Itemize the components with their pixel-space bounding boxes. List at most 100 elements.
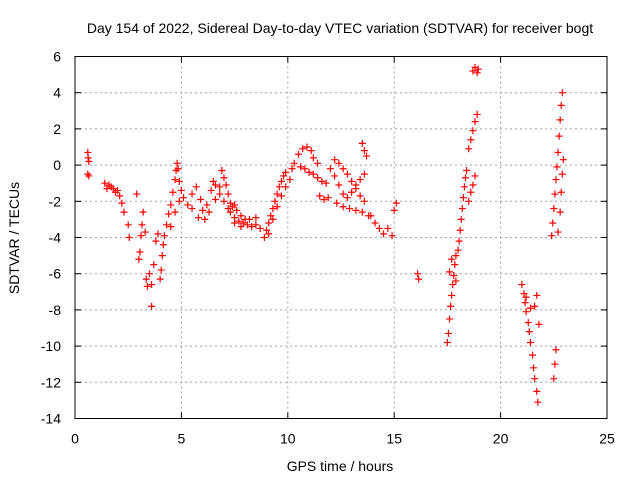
data-point: [339, 190, 347, 198]
data-point: [120, 208, 128, 216]
data-point: [554, 148, 562, 156]
data-point: [360, 197, 368, 205]
data-point: [226, 199, 234, 207]
data-point: [390, 206, 398, 214]
data-point: [557, 188, 565, 196]
data-point: [224, 190, 232, 198]
data-point: [114, 186, 122, 194]
data-point: [207, 186, 215, 194]
data-point: [188, 190, 196, 198]
y-tick-label: 0: [53, 157, 61, 173]
data-point: [559, 156, 567, 164]
data-point: [388, 232, 396, 240]
data-point: [231, 201, 239, 209]
data-point: [326, 165, 334, 173]
data-point: [188, 205, 196, 213]
data-point: [275, 183, 283, 191]
data-point: [218, 167, 226, 175]
data-point: [526, 338, 534, 346]
data-point: [446, 268, 454, 276]
data-point: [233, 206, 241, 214]
data-point: [175, 197, 183, 205]
y-tick-label: 4: [53, 85, 61, 101]
data-point: [346, 205, 354, 213]
data-point: [133, 190, 141, 198]
data-point: [260, 234, 268, 241]
data-point: [551, 360, 559, 368]
data-point: [201, 215, 209, 223]
data-point: [160, 232, 168, 240]
data-point: [324, 194, 332, 202]
data-point: [522, 308, 530, 316]
y-tick-label: -10: [41, 338, 61, 354]
data-point: [194, 214, 202, 222]
data-point: [444, 329, 452, 337]
y-tick-label: -2: [49, 193, 62, 209]
data-point: [209, 177, 217, 185]
data-point: [142, 275, 150, 283]
data-point: [533, 387, 541, 395]
data-point: [237, 223, 245, 231]
data-point: [85, 157, 93, 165]
data-point: [148, 281, 156, 289]
y-tick-label: -4: [49, 230, 62, 246]
data-point: [277, 192, 285, 200]
data-point: [211, 181, 219, 189]
data-point: [256, 224, 264, 232]
data-point: [531, 302, 539, 310]
y-tick-label: -14: [41, 411, 61, 427]
data-point: [307, 147, 315, 155]
data-point: [447, 302, 455, 310]
data-point: [314, 159, 322, 167]
data-point: [309, 154, 317, 162]
data-point: [335, 181, 343, 189]
data-point: [469, 67, 477, 75]
y-tick-label: 6: [53, 49, 61, 65]
data-point: [169, 188, 177, 196]
data-point: [269, 205, 277, 213]
data-point: [318, 177, 326, 185]
data-point: [451, 261, 459, 269]
data-point: [554, 228, 562, 236]
data-point: [174, 165, 182, 173]
data-point: [446, 315, 454, 323]
data-point: [167, 223, 175, 231]
data-point: [152, 237, 160, 245]
data-point: [557, 101, 565, 109]
data-point: [216, 183, 224, 191]
data-point: [116, 192, 124, 200]
data-point: [235, 217, 243, 225]
data-point: [157, 266, 165, 274]
data-point: [367, 212, 375, 220]
data-point: [277, 177, 285, 185]
data-point: [203, 201, 211, 209]
data-point: [237, 212, 245, 220]
data-point: [360, 147, 368, 155]
data-point: [141, 228, 149, 236]
data-point: [556, 208, 564, 216]
data-point: [171, 176, 179, 184]
data-point: [103, 185, 111, 193]
data-point: [548, 232, 556, 240]
data-point: [84, 154, 92, 162]
data-point: [265, 219, 273, 227]
data-point: [549, 219, 557, 227]
data-point: [265, 230, 273, 238]
y-tick-label: -8: [49, 302, 62, 318]
data-point: [343, 194, 351, 202]
data-point: [339, 165, 347, 173]
data-point: [303, 143, 311, 151]
data-point: [199, 206, 207, 214]
data-point: [360, 170, 368, 178]
data-point: [348, 188, 356, 196]
data-point: [473, 110, 481, 118]
data-point: [184, 201, 192, 209]
data-point: [521, 299, 529, 307]
data-point: [85, 172, 93, 180]
y-tick-label: 2: [53, 121, 61, 137]
data-point: [148, 302, 156, 310]
data-point: [299, 145, 307, 153]
data-point: [474, 65, 482, 73]
data-point: [138, 221, 146, 229]
data-point: [139, 208, 147, 216]
